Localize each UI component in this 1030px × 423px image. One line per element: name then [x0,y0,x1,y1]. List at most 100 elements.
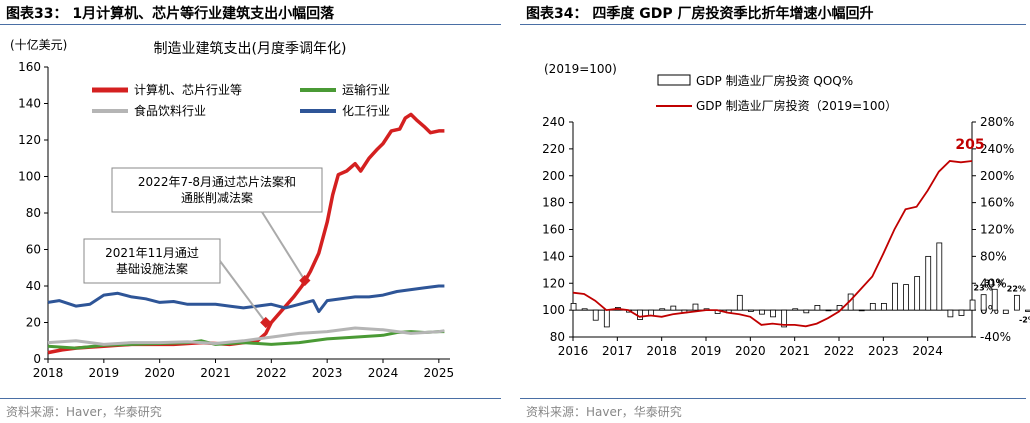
right-y-tick-label: 200 [542,169,565,183]
left-panel: 图表33： 1月计算机、芯片等行业建筑支出小幅回落 (十亿美元) 制造业建筑支出(… [0,0,505,423]
right-bar [692,303,699,311]
right-bar-data-label: -2% [1019,315,1030,324]
left-title-rule [0,24,501,25]
right-bar [670,305,677,311]
right-panel: 图表34： 四季度 GDP 厂房投资季比折年增速小幅回升 (2019=100) G… [520,0,1030,423]
right-figure-title: 图表34： 四季度 GDP 厂房投资季比折年增速小幅回升 [526,6,874,22]
left-series-line-4 [47,284,445,314]
left-y-tick-label: 40 [26,279,41,293]
right-x-tick-label: 2016 [558,344,589,358]
right-bar [603,309,610,328]
right-bar [592,309,599,321]
right-legend-bar-swatch [657,74,691,86]
right-bar [1013,294,1020,311]
left-annotation-box-1 [111,167,323,213]
left-y-tick-label: 140 [18,97,41,111]
right-bar [659,308,666,311]
right-x-tick-label: 2019 [691,344,722,358]
right-y2-tick-label: 240% [980,142,1014,156]
left-chart: (十亿美元) 制造业建筑支出(月度季调年化) 0 20 40 60 80 100 120 140 1… [10,37,455,380]
right-y-tick-label: 120 [542,276,565,290]
left-x-tick-label: 2018 [33,366,64,380]
right-bar [969,299,976,311]
right-title-rule [520,24,1026,25]
right-bar [858,309,865,312]
right-legend-line-label: GDP 制造业厂房投资（2019=100） [696,98,897,113]
right-line-end-label: 205 [955,137,984,153]
right-bar [581,308,588,311]
right-bar [637,309,643,320]
left-series-line-1 [47,112,445,355]
left-annotation-text-1: 通胀削减法案 [181,190,253,205]
left-annotation-text-2: 2021年11月通过 [105,246,199,260]
right-bar [570,303,577,311]
right-x-tick-label: 2017 [602,344,633,358]
right-x-tick-label: 2021 [779,344,810,358]
right-bar [825,309,832,312]
right-bar [958,309,965,316]
right-legend-bar-label: GDP 制造业厂房投资 QOQ% [696,73,853,88]
left-bottom-rule [0,398,501,399]
right-y-tick-label: 180 [542,196,565,210]
right-bar [770,309,776,318]
left-x-tick-label: 2024 [368,366,399,380]
right-bar [1025,309,1030,312]
right-y2-tick-label: -40% [980,330,1011,344]
right-y-tick-label: 100 [542,303,565,317]
right-bar [803,309,810,314]
left-series-line-3 [47,326,445,346]
right-source: 资料来源：Haver，华泰研究 [526,405,682,419]
right-y2-tick-label: 200% [980,169,1014,183]
right-bar-data-label: 23% [974,284,993,293]
right-y2-tick-label: 280% [980,115,1014,129]
right-bar [869,303,876,311]
left-y-tick-label: 0 [33,352,41,366]
left-annotation-arrow-2 [219,260,267,324]
left-annotation-marker-2 [260,316,272,329]
right-y2-tick-label: 40% [980,276,1007,290]
left-unit-label: (十亿美元) [10,37,67,52]
right-bar [736,294,743,311]
right-bar-data-label: 22% [1007,284,1026,293]
left-legend-label: 运输行业 [342,82,390,97]
left-annotation-text-2: 基础设施法案 [116,261,188,276]
left-source: 资料来源：Haver，华泰研究 [6,405,162,419]
right-bar [880,303,887,311]
left-y-tick-label: 60 [26,243,41,257]
left-chart-title: 制造业建筑支出(月度季调年化) [154,41,347,57]
left-y-tick-label: 80 [26,206,41,220]
left-x-tick-label: 2025 [424,366,455,380]
right-x-tick-label: 2020 [735,344,766,358]
right-x-tick-label: 2018 [646,344,677,358]
left-y-tick-label: 20 [26,316,41,330]
right-series-line [572,160,973,328]
right-bottom-rule [520,398,1026,399]
right-bar [759,309,765,315]
right-bar [781,309,788,328]
right-y-tick-label: 80 [550,330,565,344]
right-bar [1002,309,1009,314]
right-bar [903,284,909,311]
right-bar [925,255,932,311]
right-y-tick-label: 160 [542,223,565,237]
right-y-tick-label: 140 [542,249,565,263]
left-annotation-marker-1 [299,274,311,287]
right-y-tick-label: 220 [542,142,565,156]
left-series-line-2 [47,330,445,350]
right-x-tick-label: 2024 [912,344,943,358]
right-bar [747,309,754,312]
left-figure-title: 图表33： 1月计算机、芯片等行业建筑支出小幅回落 [6,6,335,22]
right-bar [980,294,987,311]
left-x-tick-label: 2021 [200,366,231,380]
right-bar [814,305,821,311]
left-annotation-arrow-1 [261,211,306,282]
right-bar [892,282,898,311]
left-legend-label: 化工行业 [342,104,390,118]
right-chart: (2019=100) GDP 制造业厂房投资 QOQ% GDP 制造业厂房投资（20… [542,62,1030,358]
right-bar [947,309,954,318]
left-x-tick-label: 2023 [312,366,343,380]
left-y-tick-label: 160 [18,60,41,74]
left-x-tick-label: 2022 [256,366,287,380]
right-bar [914,276,921,311]
right-bar [936,242,943,311]
